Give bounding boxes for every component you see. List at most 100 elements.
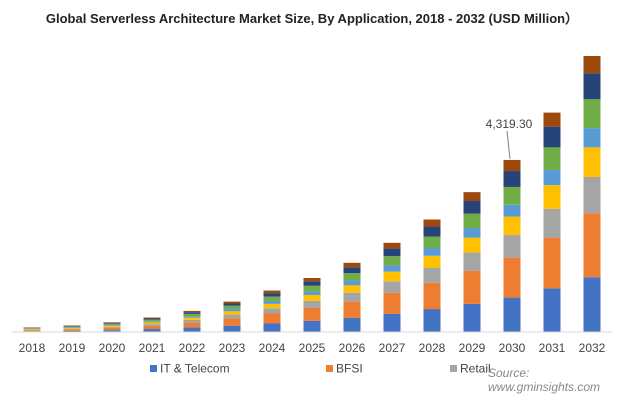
bar-2026-segment-4 (343, 280, 361, 286)
bar-2032-segment-4 (583, 128, 601, 148)
bar-2019-segment-3 (63, 327, 81, 329)
bar-2028-segment-4 (423, 248, 441, 256)
bar-2032-segment-5 (583, 99, 601, 129)
bar-2020-segment-0 (103, 330, 121, 332)
bar-2029-segment-7 (463, 192, 481, 202)
bar-2018-segment-1 (23, 330, 41, 332)
bar-2028-segment-2 (423, 267, 441, 283)
x-tick-label-2019: 2019 (59, 341, 86, 355)
bar-2020-segment-2 (103, 326, 121, 328)
bar-2026-segment-6 (343, 267, 361, 274)
x-tick-label-2022: 2022 (179, 341, 206, 355)
x-tick-label-2027: 2027 (379, 341, 406, 355)
bar-2027-segment-5 (383, 256, 401, 266)
legend-label: Retail (460, 362, 491, 376)
bar-2030-segment-0 (503, 297, 521, 332)
bar-2020-segment-1 (103, 327, 121, 331)
bar-2023-segment-1 (223, 318, 241, 326)
bar-2025-segment-1 (303, 307, 321, 321)
bar-2029-segment-4 (463, 228, 481, 238)
bar-2027-segment-6 (383, 248, 401, 257)
bar-2030-segment-1 (503, 257, 521, 298)
legend-label: IT & Telecom (160, 362, 230, 376)
x-tick-label-2030: 2030 (499, 341, 526, 355)
annotation-leader-line (506, 130, 511, 160)
bar-2031-segment-5 (543, 147, 561, 170)
bar-2022-segment-2 (183, 319, 201, 323)
bar-2024-segment-7 (263, 290, 281, 294)
bar-2028-segment-3 (423, 255, 441, 268)
bar-2026-segment-7 (343, 262, 361, 268)
bar-2024-segment-5 (263, 296, 281, 301)
bar-2024-segment-0 (263, 323, 281, 332)
bar-2023-segment-2 (223, 314, 241, 319)
bar-2019-segment-0 (63, 330, 81, 332)
bar-2027-segment-0 (383, 313, 401, 332)
x-tick-labels: 2018 2019 2020 2021 2022 2023 2024 2025 2026 2027… (19, 341, 606, 355)
bar-2021-segment-2 (143, 324, 161, 326)
x-tick-label-2020: 2020 (99, 341, 126, 355)
bar-2030-segment-3 (503, 216, 521, 236)
bar-2031-segment-0 (543, 288, 561, 332)
bar-2029-segment-0 (463, 303, 481, 332)
bar-2029-segment-3 (463, 237, 481, 253)
bar-2019-segment-2 (63, 328, 81, 330)
bar-2020-segment-6 (103, 323, 121, 324)
x-tick-label-2025: 2025 (299, 341, 326, 355)
bar-2025-segment-5 (303, 285, 321, 292)
bar-2022-segment-5 (183, 313, 201, 317)
bar-2023-segment-6 (223, 303, 241, 306)
x-tick-label-2031: 2031 (539, 341, 566, 355)
bar-2018-segment-2 (23, 329, 41, 331)
bar-2022-segment-0 (183, 327, 201, 332)
legend-swatch (150, 365, 157, 372)
bar-2021-segment-5 (143, 319, 161, 322)
bar-2028-segment-5 (423, 236, 441, 249)
bar-2025-segment-0 (303, 320, 321, 332)
bar-2024-segment-6 (263, 293, 281, 297)
bar-2026-segment-1 (343, 301, 361, 318)
bar-2022-segment-6 (183, 312, 201, 314)
bar-2031-segment-3 (543, 185, 561, 209)
bar-2022-segment-3 (183, 317, 201, 320)
legend-label: BFSI (336, 362, 363, 376)
bar-2024-segment-4 (263, 300, 281, 304)
bar-2026-segment-3 (343, 285, 361, 293)
bar-2022-segment-7 (183, 310, 201, 313)
bar-2020-segment-3 (103, 325, 121, 327)
bar-2030-segment-4 (503, 204, 521, 217)
bar-2027-segment-1 (383, 292, 401, 314)
bar-2023-segment-7 (223, 301, 241, 304)
bar-2023-segment-3 (223, 311, 241, 315)
bar-2019-segment-7 (63, 325, 81, 327)
bar-2024-segment-3 (263, 303, 281, 309)
bar-2020-segment-5 (103, 323, 121, 325)
bar-2019-segment-5 (63, 326, 81, 328)
bar-group (23, 55, 601, 332)
bar-2019-segment-1 (63, 329, 81, 331)
bar-2030-segment-7 (503, 159, 521, 172)
bar-2031-segment-4 (543, 169, 561, 186)
bar-2027-segment-4 (383, 265, 401, 272)
bar-2032-segment-0 (583, 277, 601, 332)
bar-2028-segment-6 (423, 226, 441, 237)
bar-2029-segment-5 (463, 213, 481, 229)
bar-2032-segment-7 (583, 55, 601, 74)
bar-2023-segment-0 (223, 325, 241, 332)
bar-2021-segment-4 (143, 321, 161, 323)
bar-2019-segment-4 (63, 327, 81, 328)
legend-swatch (326, 365, 333, 372)
bar-2018-segment-5 (23, 328, 41, 329)
source-site: www.gminsights.com (488, 380, 601, 394)
bar-2023-segment-4 (223, 309, 241, 312)
bar-2025-segment-7 (303, 277, 321, 282)
bar-2022-segment-1 (183, 322, 201, 328)
bar-2028-segment-7 (423, 219, 441, 227)
bar-2025-segment-2 (303, 300, 321, 308)
bar-2032-segment-3 (583, 147, 601, 177)
bar-2021-segment-6 (143, 318, 161, 320)
source-label: Source: (488, 366, 530, 380)
x-tick-label-2029: 2029 (459, 341, 486, 355)
bar-2031-segment-1 (543, 237, 561, 289)
bar-2031-segment-2 (543, 208, 561, 238)
